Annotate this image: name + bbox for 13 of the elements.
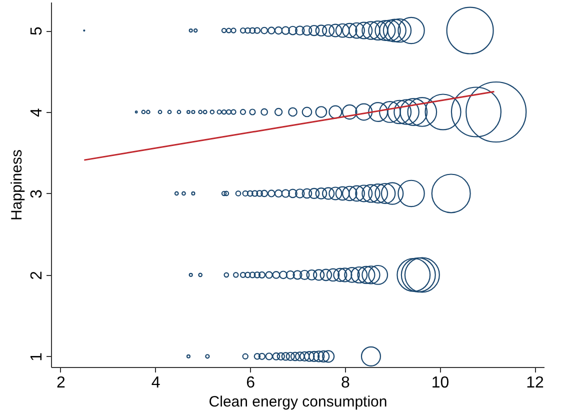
x-tick-label: 8 <box>340 374 350 392</box>
y-tick-label: 4 <box>28 108 46 117</box>
x-tick-label: 12 <box>526 374 544 392</box>
y-axis-title: Happiness <box>8 150 26 220</box>
y-tick-label: 1 <box>28 352 46 362</box>
y-tick-label: 2 <box>28 270 46 280</box>
x-tick-label: 4 <box>151 374 160 392</box>
x-tick-label: 2 <box>56 374 66 392</box>
x-tick-label: 6 <box>246 374 256 392</box>
x-tick-label: 10 <box>431 374 450 392</box>
x-axis-title: Clean energy consumption <box>208 394 388 410</box>
y-tick-label: 3 <box>28 189 46 198</box>
y-tick-label: 5 <box>28 26 46 36</box>
